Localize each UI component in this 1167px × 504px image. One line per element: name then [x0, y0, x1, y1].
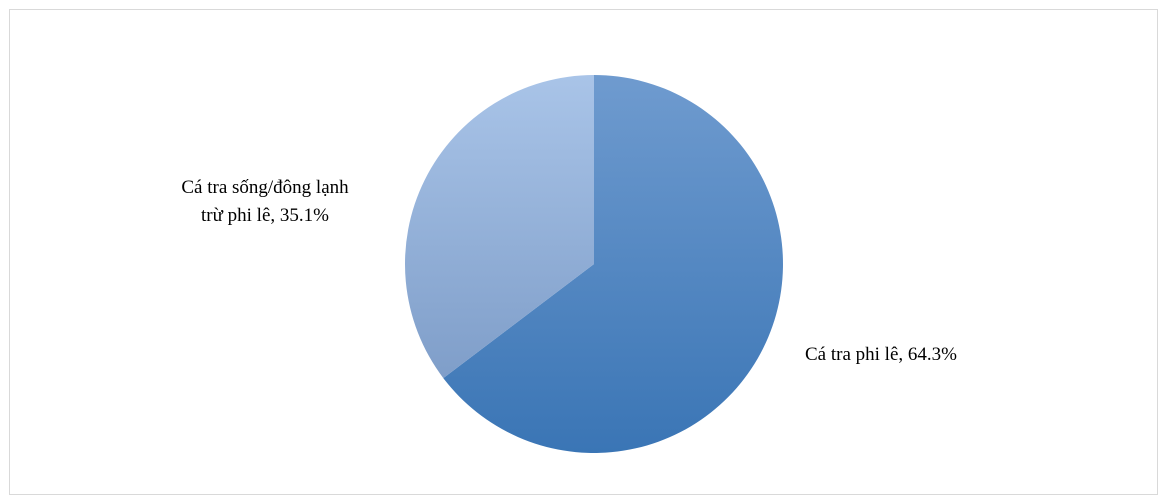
- pie-slice-1: [404, 75, 594, 379]
- pie-slices: [404, 75, 783, 453]
- pie-slice-0: [443, 75, 783, 453]
- slice-label-non-fillet-line2: trừ phi lê, 35.1%: [201, 205, 329, 226]
- slice-label-fillet: Cá tra phi lê, 64.3%: [805, 344, 957, 365]
- slice-label-non-fillet-line1: Cá tra sống/đông lạnh: [181, 177, 349, 198]
